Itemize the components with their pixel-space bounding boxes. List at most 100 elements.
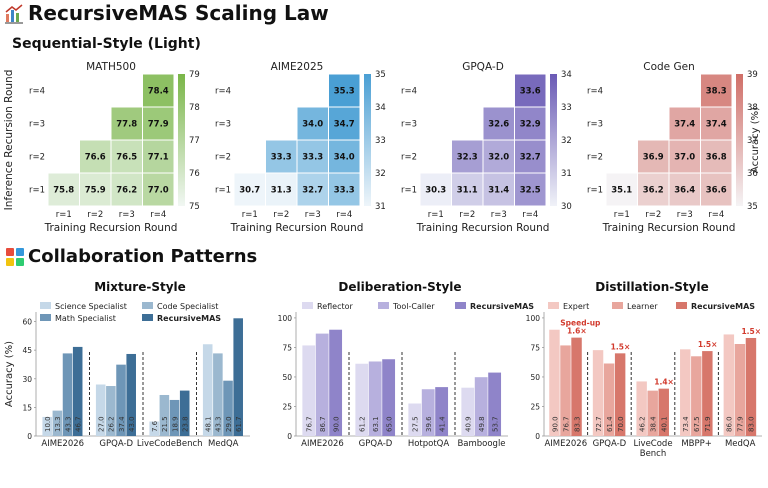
y-axis-label: Inference Recursion Round bbox=[3, 70, 15, 211]
bar bbox=[62, 353, 73, 436]
x-tick-label: r=1 bbox=[242, 210, 258, 220]
bar bbox=[488, 372, 502, 436]
heatmap-value: 34.0 bbox=[334, 153, 355, 163]
bar-value-label: 76.7 bbox=[306, 416, 314, 432]
bar bbox=[106, 386, 116, 436]
y-tick-label: 30 bbox=[22, 375, 32, 384]
bar-value-label: 77.9 bbox=[737, 416, 745, 432]
heatmap-title: Code Gen bbox=[643, 61, 694, 73]
legend-label: Learner bbox=[627, 302, 658, 311]
bar-value-label: 43.0 bbox=[128, 416, 136, 432]
bar bbox=[461, 387, 475, 436]
y-tick-label: r=2 bbox=[29, 153, 45, 163]
colorbar-tick: 33 bbox=[561, 103, 572, 113]
x-tick-label: r=2 bbox=[459, 210, 475, 220]
bar bbox=[159, 394, 170, 436]
bar bbox=[474, 377, 488, 436]
colorbar-tick: 75 bbox=[189, 202, 200, 212]
speedup-annotation: 1.5× bbox=[611, 342, 631, 351]
heatmap-cell bbox=[514, 73, 547, 108]
x-tick-label: Bamboogle bbox=[457, 439, 505, 449]
speedup-annotation: 1.5× bbox=[741, 327, 761, 336]
section-title-collaboration: Collaboration Patterns bbox=[28, 246, 258, 267]
heatmap-value: 77.8 bbox=[116, 120, 137, 130]
x-tick-label: r=1 bbox=[56, 210, 72, 220]
bar-value-label: 27.0 bbox=[98, 416, 106, 432]
heatmap-cell bbox=[514, 172, 547, 207]
x-tick-label: GPQA-D bbox=[99, 439, 133, 449]
x-tick-label: r=4 bbox=[150, 210, 166, 220]
bar-value-label: 38.4 bbox=[650, 416, 658, 432]
bar-value-label: 46.2 bbox=[638, 416, 646, 432]
bar bbox=[636, 381, 647, 436]
bar bbox=[169, 399, 180, 436]
heatmap-value: 32.6 bbox=[488, 120, 509, 130]
section-title-sequential: Sequential-Style (Light) bbox=[12, 36, 201, 52]
heatmap-value: 76.6 bbox=[85, 153, 106, 163]
x-tick-label: AIME2026 bbox=[41, 439, 84, 449]
legend-swatch bbox=[455, 302, 466, 309]
bar bbox=[52, 410, 63, 436]
bar bbox=[149, 421, 159, 436]
heatmap-cell bbox=[265, 172, 298, 207]
heatmap-value: 37.4 bbox=[706, 120, 727, 130]
bar-value-label: 83.0 bbox=[748, 416, 756, 432]
heatmap-value: 32.7 bbox=[520, 153, 541, 163]
bar bbox=[116, 364, 126, 436]
heatmap-value: 32.3 bbox=[457, 153, 478, 163]
bar bbox=[549, 329, 560, 436]
bar bbox=[560, 345, 571, 436]
bar-value-label: 61.7 bbox=[235, 416, 243, 432]
y-tick-label: r=2 bbox=[401, 153, 417, 163]
x-tick-label: MedQA bbox=[725, 439, 756, 449]
legend-swatch bbox=[142, 314, 153, 321]
y-tick-label: 75 bbox=[530, 343, 540, 352]
colorbar-tick: 35 bbox=[375, 70, 386, 80]
y-tick-label: r=4 bbox=[587, 87, 603, 97]
y-tick-label: r=3 bbox=[29, 120, 45, 130]
bar-value-label: 83.3 bbox=[573, 416, 581, 432]
heatmap-cell bbox=[328, 106, 361, 141]
bar bbox=[382, 359, 396, 436]
bar bbox=[592, 350, 604, 436]
legend-swatch bbox=[378, 302, 389, 309]
y-tick-label: 60 bbox=[22, 318, 32, 327]
x-axis-label: Training Recursion Round bbox=[602, 222, 736, 234]
bar bbox=[723, 334, 735, 436]
colorbar-tick: 30 bbox=[561, 202, 572, 212]
y-tick-label: 45 bbox=[22, 346, 32, 355]
heatmap-value: 32.5 bbox=[520, 186, 541, 196]
heatmap-cell bbox=[514, 106, 547, 141]
bar-value-label: 70.0 bbox=[617, 416, 625, 432]
speedup-label: Speed-up bbox=[560, 319, 601, 328]
y-tick-label: r=1 bbox=[215, 186, 231, 196]
bar-value-label: 90.0 bbox=[332, 416, 340, 432]
bar bbox=[421, 389, 435, 436]
heatmap-value: 78.4 bbox=[148, 87, 169, 97]
y-tick-label: 50 bbox=[282, 373, 292, 382]
heatmap-value: 35.1 bbox=[611, 186, 632, 196]
heatmap-value: 31.3 bbox=[271, 186, 292, 196]
bar-value-label: 7.6 bbox=[151, 420, 159, 432]
y-tick-label: r=1 bbox=[587, 186, 603, 196]
bar-value-label: 73.4 bbox=[682, 416, 690, 432]
bar bbox=[680, 349, 691, 436]
legend-label: RecursiveMAS bbox=[470, 302, 534, 311]
heatmap-cell bbox=[328, 172, 361, 207]
x-axis-label: Training Recursion Round bbox=[416, 222, 550, 234]
bar-value-label: 67.5 bbox=[693, 416, 701, 432]
heatmap-value: 35.3 bbox=[334, 87, 355, 97]
bar-value-label: 63.1 bbox=[372, 416, 380, 432]
legend-label: RecursiveMAS bbox=[157, 314, 221, 323]
heatmap-cell bbox=[637, 172, 670, 207]
colorbar-tick: 34 bbox=[561, 70, 572, 80]
y-tick-label: r=3 bbox=[215, 120, 231, 130]
bar-value-label: 86.0 bbox=[726, 416, 734, 432]
legend-label: Code Specialist bbox=[157, 302, 218, 311]
x-tick-label: GPQA-D bbox=[359, 439, 393, 449]
legend-swatch bbox=[612, 302, 623, 309]
y-tick-label: 50 bbox=[530, 373, 540, 382]
y-tick-label: r=2 bbox=[215, 153, 231, 163]
colorbar-tick: 37 bbox=[747, 136, 758, 146]
heatmap-cell bbox=[296, 106, 329, 141]
